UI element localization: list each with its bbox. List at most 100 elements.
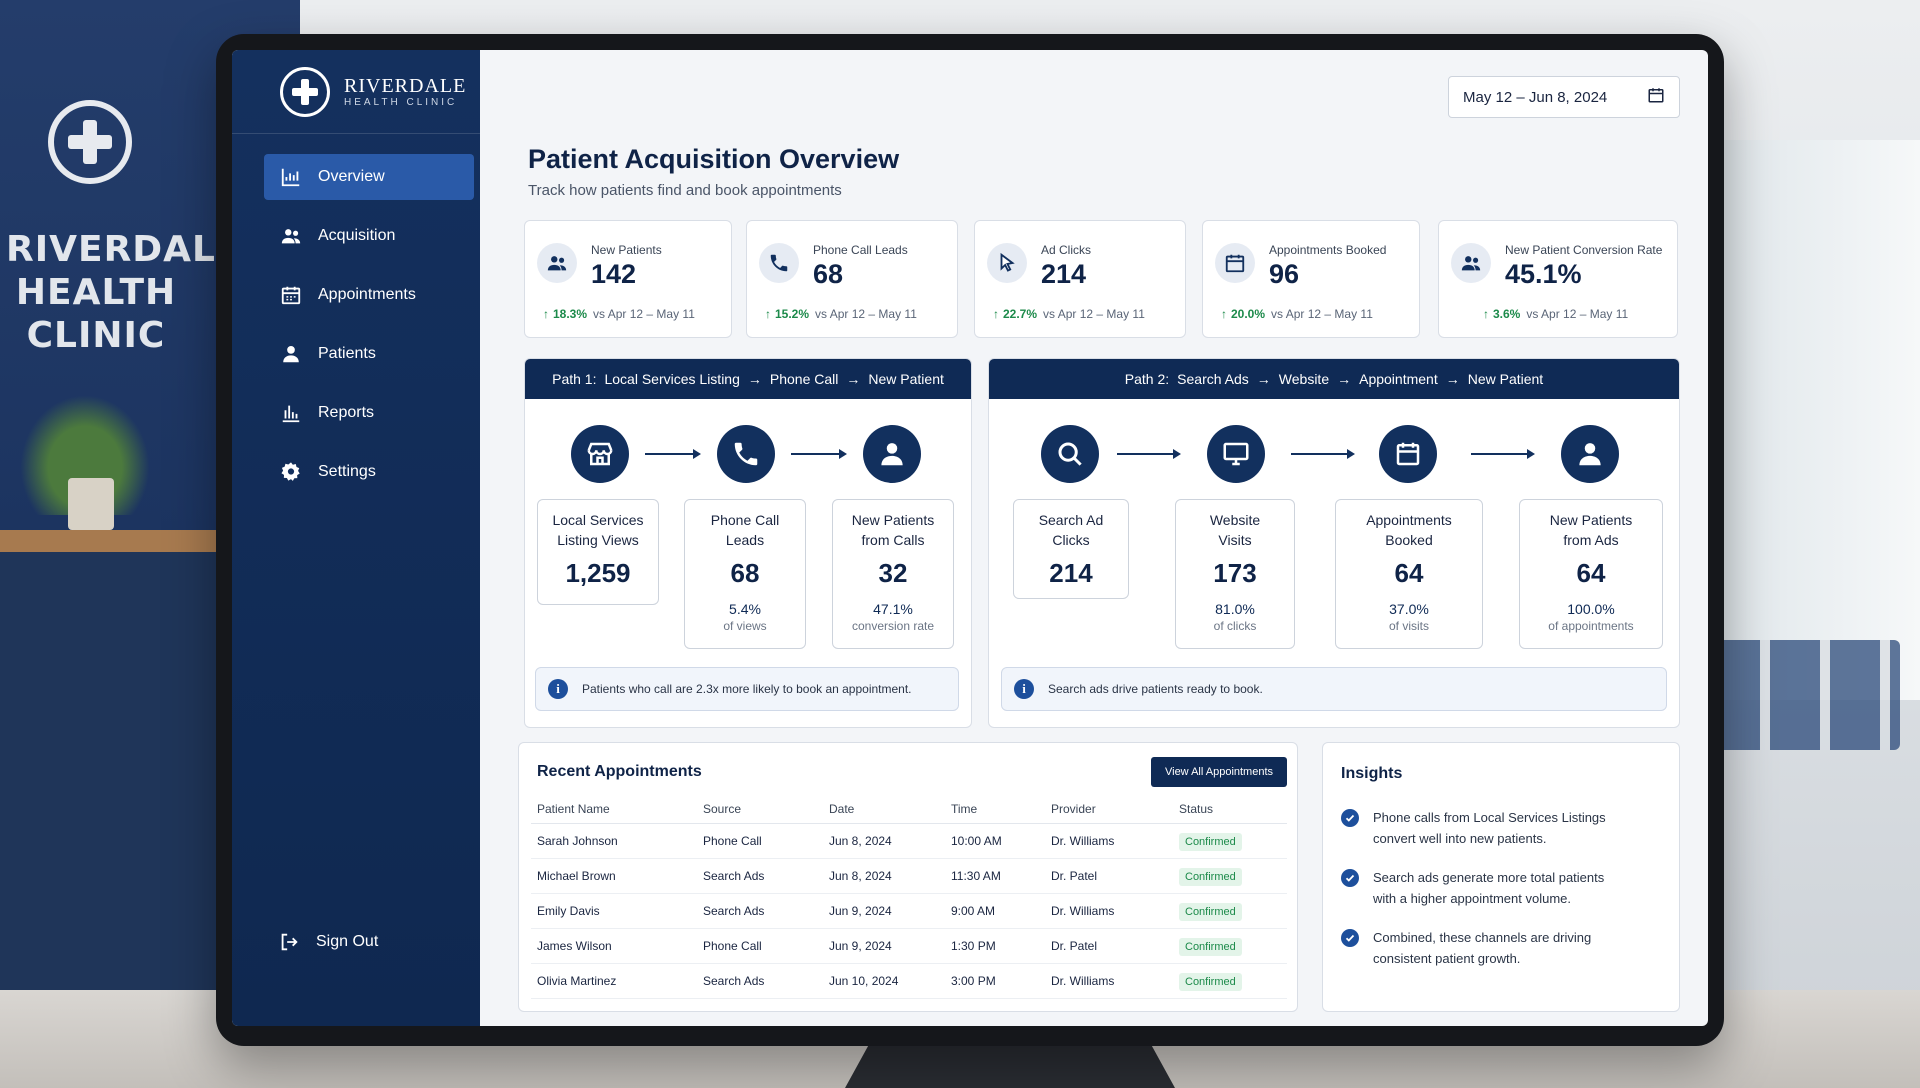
storefront-icon [571,425,629,483]
column-header[interactable]: Patient Name [531,795,697,824]
column-header[interactable]: Status [1173,795,1287,824]
table-row[interactable]: Olivia Martinez Search Ads Jun 10, 2024 … [531,963,1287,999]
cell-provider: Dr. Williams [1045,963,1173,999]
column-header[interactable]: Date [823,795,945,824]
path2-header: Path 2: Search Ads → Website → Appointme… [989,359,1679,399]
cell-date: Jun 8, 2024 [823,858,945,894]
brand-name: RIVERDALE [344,74,467,97]
stage-label: Local Services [552,512,644,528]
stage-value: 64 [1576,558,1606,588]
bar-chart-icon [280,166,302,188]
kpi-label: New Patient Conversion Rate [1505,243,1663,257]
stage-value: 32 [878,558,908,588]
arrow-up-icon: ↑ [543,307,549,321]
sidebar-item-overview[interactable]: Overview [264,154,474,200]
path-step: Phone Call [769,371,839,387]
arrow-right-icon [1471,448,1537,460]
funnel-stage-new-patients-calls[interactable]: New Patients from Calls 32 47.1% conversi… [832,499,954,649]
sidebar-item-acquisition[interactable]: Acquisition [264,213,474,259]
stage-label: from Ads [1563,532,1619,548]
calendar-icon [1215,243,1255,283]
phone-icon [717,425,775,483]
calendar-icon [1379,425,1437,483]
stage-label: Search Ad [1038,512,1104,528]
brand[interactable]: RIVERDALE HEALTH CLINIC [232,50,480,134]
sign-out-button[interactable]: Sign Out [262,922,378,962]
arrow-up-icon: ↑ [765,307,771,321]
stage-label: Leads [725,532,765,548]
calendar-icon [280,284,302,306]
kpi-card-ad-clicks[interactable]: Ad Clicks 214 ↑ 22.7% vs Apr 12 – May 11 [974,220,1186,338]
cell-source: Search Ads [697,858,823,894]
kpi-delta-pct: 22.7% [1003,307,1038,321]
funnel-stage-search-ad-clicks[interactable]: Search Ad Clicks 214 [1013,499,1129,599]
insight-item: Combined, these channels are driving cons… [1341,927,1661,969]
sign-out-label: Sign Out [316,933,379,950]
check-icon [1341,869,1359,887]
arrow-right-icon [1291,448,1357,460]
funnel-stage-listing-views[interactable]: Local Services Listing Views 1,259 [537,499,659,605]
reports-icon [280,402,302,424]
phone-icon [759,243,799,283]
kpi-compare: vs Apr 12 – May 11 [1526,307,1629,321]
date-range-picker[interactable]: May 12 – Jun 8, 2024 [1448,76,1680,118]
insights-card: Insights Phone calls from Local Services… [1322,742,1680,1012]
insight-item: Search ads generate more total patients w… [1341,867,1661,909]
sidebar-item-patients[interactable]: Patients [264,331,474,377]
arrow-up-icon: ↑ [1483,307,1489,321]
stage-label: Website [1209,512,1261,528]
view-all-appointments-button[interactable]: View All Appointments [1151,757,1287,787]
kpi-card-phone-call-leads[interactable]: Phone Call Leads 68 ↑ 15.2% vs Apr 12 – Ma… [746,220,958,338]
cell-status: Confirmed [1173,823,1287,859]
kpi-compare: vs Apr 12 – May 11 [1271,307,1373,321]
tip-text: Search ads drive patients ready to book. [1048,682,1263,696]
kpi-label: Ad Clicks [1041,243,1092,257]
sidebar-item-reports[interactable]: Reports [264,390,474,436]
wall-sign-line: CLINIC [26,315,166,356]
kpi-delta-pct: 18.3% [553,307,588,321]
sidebar-item-label: Settings [318,463,376,480]
kpi-delta-pct: 15.2% [775,307,810,321]
window [1710,140,1920,700]
stage-value: 1,259 [565,558,631,588]
funnel-stage-phone-leads[interactable]: Phone Call Leads 68 5.4% of views [684,499,806,649]
table-row[interactable]: Emily Davis Search Ads Jun 9, 2024 9:00 … [531,893,1287,929]
stage-label: Visits [1218,532,1252,548]
cell-source: Search Ads [697,893,823,929]
users-icon [1451,243,1491,283]
cell-source: Phone Call [697,823,823,859]
funnel-stage-website-visits[interactable]: Website Visits 173 81.0% of clicks [1175,499,1295,649]
plant-pot [68,478,114,530]
kpi-value: 214 [1041,259,1087,289]
kpi-card-conversion-rate[interactable]: New Patient Conversion Rate 45.1% ↑ 3.6% v… [1438,220,1678,338]
table-row[interactable]: James Wilson Phone Call Jun 9, 2024 1:30… [531,928,1287,964]
table-row[interactable]: Michael Brown Search Ads Jun 8, 2024 11:… [531,858,1287,894]
funnel-stage-appointments-booked[interactable]: Appointments Booked 64 37.0% of visits [1335,499,1483,649]
kpi-card-appointments-booked[interactable]: Appointments Booked 96 ↑ 20.0% vs Apr 12 –… [1202,220,1420,338]
kpi-compare: vs Apr 12 – May 11 [593,307,695,321]
funnel-stage-new-patients-ads[interactable]: New Patients from Ads 64 100.0% of appoin… [1519,499,1663,649]
column-header[interactable]: Provider [1045,795,1173,824]
stage-label: Phone Call [710,512,780,528]
user-icon [280,343,302,365]
cell-status: Confirmed [1173,963,1287,999]
sidebar-item-settings[interactable]: Settings [264,449,474,495]
recent-appointments-card: Recent Appointments View All Appointment… [518,742,1298,1012]
arrow-right-icon: → [1256,371,1271,387]
kpi-delta-pct: 3.6% [1493,307,1521,321]
stage-label: Appointments [1366,512,1452,528]
cell-patient: Emily Davis [531,893,697,929]
kpi-card-new-patients[interactable]: New Patients 142 ↑ 18.3% vs Apr 12 – May 1… [524,220,732,338]
path-step: Search Ads [1177,371,1249,387]
arrow-right-icon: → [1445,371,1460,387]
kpi-delta: ↑ 20.0% vs Apr 12 – May 11 [1221,307,1373,321]
tip-text: Patients who call are 2.3x more likely t… [582,682,912,696]
sidebar-item-appointments[interactable]: Appointments [264,272,474,318]
column-header[interactable]: Time [945,795,1045,824]
column-header[interactable]: Source [697,795,823,824]
arrow-right-icon [791,448,849,460]
kpi-delta-pct: 20.0% [1231,307,1266,321]
table-row[interactable]: Sarah Johnson Phone Call Jun 8, 2024 10:… [531,823,1287,859]
status-badge: Confirmed [1179,972,1242,991]
status-badge: Confirmed [1179,902,1242,921]
